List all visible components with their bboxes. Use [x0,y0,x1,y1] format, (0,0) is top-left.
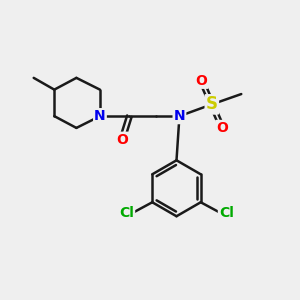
Text: S: S [206,95,218,113]
Text: O: O [196,74,208,88]
Text: N: N [174,109,185,123]
Text: Cl: Cl [219,206,234,220]
Text: O: O [216,121,228,135]
Text: Cl: Cl [119,206,134,220]
Text: N: N [94,109,106,123]
Text: O: O [116,133,128,147]
